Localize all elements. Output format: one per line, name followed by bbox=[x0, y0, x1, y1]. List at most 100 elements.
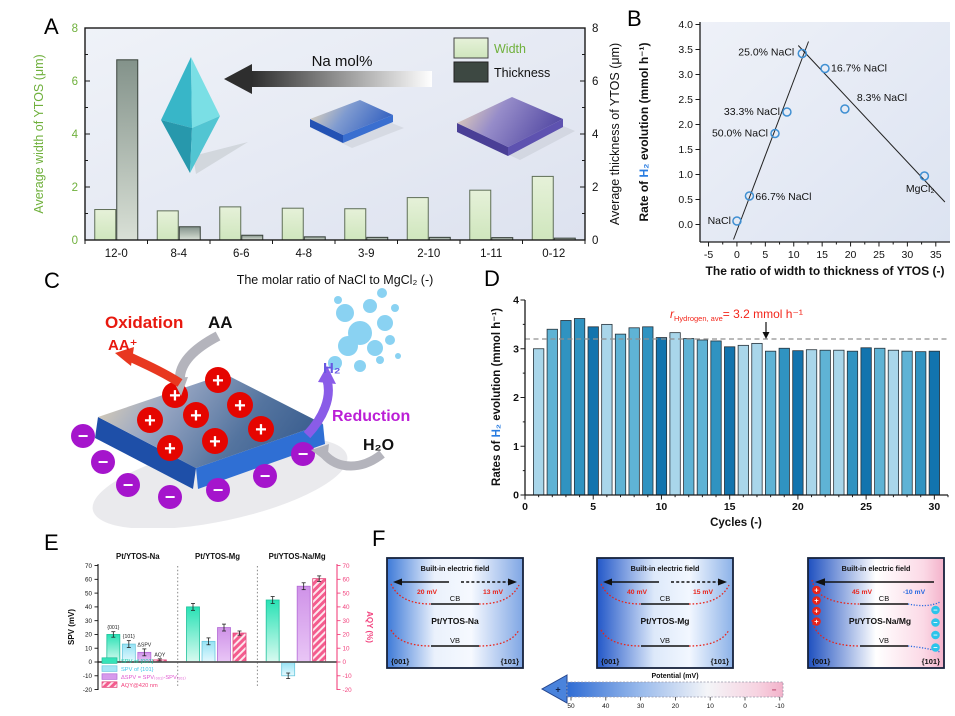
spv-bar bbox=[296, 585, 311, 663]
field-label: Built-in electric field bbox=[631, 564, 700, 573]
plus-sign: + bbox=[234, 395, 246, 417]
cycle-bar bbox=[901, 350, 913, 496]
h2-bubble bbox=[336, 304, 354, 322]
vb-label: VB bbox=[660, 636, 670, 645]
cycle-bar bbox=[573, 318, 586, 496]
cycle-bar bbox=[819, 349, 831, 496]
y-tick-label-left: 0 bbox=[88, 659, 92, 666]
plate-side bbox=[457, 123, 508, 156]
plate-side bbox=[343, 115, 393, 143]
left-mv-label: 20 mV bbox=[417, 589, 437, 596]
bipyramid-face bbox=[161, 57, 192, 128]
colorbar-tick-label: 10 bbox=[707, 703, 715, 710]
cycle-bar bbox=[601, 323, 613, 496]
y-tick-label-right: -10 bbox=[343, 673, 353, 680]
y-tick-label-right: 6 bbox=[592, 76, 598, 88]
point-label: 50.0% NaCl bbox=[712, 128, 768, 140]
plus-sign: + bbox=[814, 607, 819, 616]
band-bending-curve bbox=[478, 629, 520, 647]
group-label: Pt/YTOS-Mg bbox=[195, 552, 240, 561]
h2o-label: H₂O bbox=[363, 437, 394, 454]
x-tick-label: 30 bbox=[929, 501, 941, 513]
na-mol-annotation: Na mol% bbox=[312, 53, 373, 70]
left-mv-label: 45 mV bbox=[852, 589, 872, 596]
spv-bar bbox=[232, 632, 247, 663]
positive-charge bbox=[248, 416, 274, 442]
data-point bbox=[732, 216, 742, 226]
cycle-bar bbox=[751, 342, 763, 496]
bipyramid-face bbox=[190, 116, 220, 173]
legend-swatch-width bbox=[453, 37, 489, 59]
y-tick-label-left: 70 bbox=[85, 563, 93, 570]
y-tick-label-right: 8 bbox=[592, 23, 598, 35]
positive-charge bbox=[157, 435, 183, 461]
thickness-bar bbox=[178, 226, 201, 241]
band-diagram-box bbox=[596, 557, 734, 669]
negative-charge bbox=[931, 630, 940, 640]
tspan: evolution (mmol h⁻¹) bbox=[491, 308, 503, 424]
data-point bbox=[782, 107, 792, 117]
negative-charge bbox=[931, 605, 940, 615]
x-tick-label: 1-11 bbox=[480, 248, 502, 260]
legend-label: ΔSPV = SPV₍₀₀₁₎-SPV₍₁₀₁₎ bbox=[121, 675, 186, 681]
y-tick-label-right: 60 bbox=[343, 577, 351, 584]
right-facet-label: {101} bbox=[922, 657, 940, 666]
bar-top-label: {101} bbox=[123, 634, 135, 640]
plus-sign: + bbox=[814, 586, 819, 595]
data-point bbox=[744, 191, 755, 201]
panel-c-mechanism-diagram: +++ + ++ ++−−−− −−−Oxidation AAAA⁺H₂Reduction… bbox=[71, 288, 410, 528]
cb-label: CB bbox=[450, 594, 460, 603]
x-tick-label: 8-4 bbox=[170, 248, 187, 260]
data-point bbox=[840, 104, 850, 114]
band-bending-curve bbox=[390, 583, 432, 605]
y-tick-label: 1.5 bbox=[678, 144, 693, 156]
colorbar-tick-label: 40 bbox=[602, 703, 610, 710]
cycle-bar bbox=[642, 326, 654, 496]
minus-sign: − bbox=[933, 605, 938, 614]
cycle-bar bbox=[614, 333, 627, 496]
point-label: 66.7% NaCl bbox=[755, 191, 811, 203]
cycle-bar bbox=[833, 349, 845, 496]
h2-bubble bbox=[377, 315, 393, 331]
h2-bubble bbox=[377, 288, 387, 298]
y-tick-label-left: 6 bbox=[72, 76, 78, 88]
negative-charge bbox=[91, 450, 115, 474]
minus-sign: − bbox=[260, 466, 271, 486]
h2-bubble bbox=[376, 356, 384, 364]
cycle-bar bbox=[846, 350, 859, 496]
tspan: evolution (mmol h⁻¹) bbox=[637, 42, 651, 163]
positive-charge bbox=[183, 402, 209, 428]
group-label: Pt/YTOS-Na/Mg bbox=[269, 552, 326, 561]
arrow-head bbox=[815, 578, 825, 586]
x-tick-label: 10 bbox=[788, 249, 800, 261]
thickness-bar bbox=[241, 234, 264, 241]
y-tick-label: 2.0 bbox=[678, 119, 693, 131]
y-tick-label-left: 8 bbox=[72, 23, 78, 35]
minus-sign: − bbox=[165, 487, 176, 507]
x-tick-label: 20 bbox=[792, 501, 804, 513]
plot-border bbox=[84, 27, 586, 241]
positive-charge bbox=[205, 367, 231, 393]
plate-top bbox=[457, 97, 563, 147]
band-diagram-box bbox=[807, 557, 945, 669]
right-facet-label: {101} bbox=[501, 657, 519, 666]
x-tick-label: 10 bbox=[656, 501, 668, 513]
colorbar-tick-label: 0 bbox=[743, 703, 747, 710]
cycle-bar bbox=[915, 351, 927, 496]
point-label: 25.0% NaCl bbox=[738, 47, 794, 59]
legend-label: SPV of {101} bbox=[121, 667, 154, 673]
data-point bbox=[820, 63, 830, 74]
left-facet-label: {001} bbox=[812, 657, 830, 666]
h2-bubble bbox=[367, 340, 383, 356]
legend-swatch bbox=[101, 665, 118, 672]
h2-bubble bbox=[354, 360, 366, 372]
crystal-shadow bbox=[193, 142, 248, 174]
x-tick-label: 15 bbox=[816, 249, 828, 261]
h2-label: H₂ bbox=[323, 360, 341, 377]
positive-charge bbox=[812, 617, 821, 626]
thickness-bar bbox=[116, 59, 139, 241]
y-tick-label: 1.0 bbox=[678, 169, 693, 181]
minus-sign: − bbox=[933, 618, 938, 627]
cycle-bar bbox=[765, 350, 777, 496]
band-bending-curve bbox=[478, 584, 520, 605]
